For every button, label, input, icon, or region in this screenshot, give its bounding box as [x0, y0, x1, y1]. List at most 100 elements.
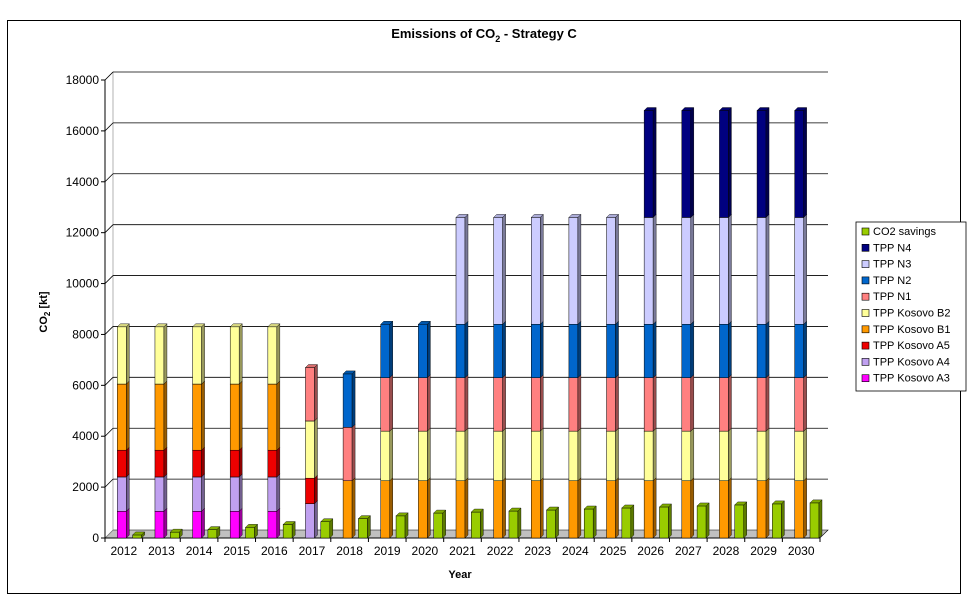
bar-tpp-kosovo-b2-front — [794, 430, 804, 481]
bar-tpp-kosovo-b1-side — [201, 380, 205, 451]
bar-co2-savings — [508, 507, 522, 539]
bar-tpp-kosovo-a4-side — [126, 473, 130, 512]
bar-tpp-kosovo-b2-side — [728, 427, 732, 482]
bar-tpp-n4 — [643, 107, 657, 218]
bar-tpp-kosovo-a5 — [229, 446, 243, 478]
bar-co2-savings — [546, 506, 560, 539]
y-tick-label: 2000 — [72, 480, 99, 494]
bar-tpp-n3 — [756, 213, 770, 325]
bar-tpp-n2 — [756, 320, 770, 379]
bar-co2-savings-front — [583, 508, 594, 539]
bar-tpp-n2-front — [681, 324, 692, 378]
bar-tpp-n3 — [606, 213, 620, 325]
bar-tpp-n1-front — [380, 377, 390, 432]
bar-tpp-n1 — [756, 374, 770, 432]
bar-tpp-n1 — [681, 374, 695, 432]
bar-tpp-n3-front — [606, 217, 616, 325]
bar-co2-savings — [357, 515, 371, 539]
bar-co2-savings-front — [772, 503, 782, 539]
bar-tpp-kosovo-b1 — [116, 380, 130, 451]
bar-tpp-kosovo-b2-side — [314, 417, 318, 479]
bar-tpp-kosovo-b2-side — [690, 427, 694, 482]
bar-tpp-kosovo-b2-front — [305, 420, 315, 479]
bar-tpp-kosovo-b1 — [606, 477, 620, 539]
bar-tpp-kosovo-a3-side — [163, 507, 168, 539]
bar-tpp-kosovo-b2 — [455, 427, 469, 482]
bar-co2-savings — [395, 512, 409, 539]
bar-tpp-kosovo-a3 — [154, 507, 168, 539]
bar-tpp-n2-front — [342, 373, 353, 428]
bar-tpp-kosovo-b2-front — [568, 430, 579, 481]
bar-co2-savings-side — [404, 512, 409, 539]
bar-tpp-n2-front — [719, 324, 729, 378]
bar-tpp-n1-side — [314, 364, 318, 422]
bar-tpp-kosovo-b1 — [342, 477, 356, 539]
x-tick-label: 2012 — [110, 544, 137, 558]
bar-tpp-kosovo-b1-side — [276, 380, 281, 451]
legend-swatch — [861, 358, 870, 366]
bar-tpp-kosovo-b2-side — [615, 427, 619, 482]
gridline — [104, 71, 114, 81]
x-tick-label: 2024 — [562, 544, 589, 558]
bar-tpp-n3-front — [756, 217, 767, 325]
bar-tpp-kosovo-a5-side — [276, 446, 281, 478]
bar-co2-savings — [583, 505, 597, 539]
bar-tpp-kosovo-b1-side — [427, 477, 431, 539]
bar-tpp-n2 — [681, 320, 695, 379]
bar-tpp-n2-front — [568, 324, 579, 378]
bar-tpp-kosovo-b2 — [192, 323, 206, 385]
bar-tpp-n1 — [568, 374, 582, 432]
x-tick-label: 2018 — [336, 544, 363, 558]
bar-tpp-n4-side — [728, 107, 732, 218]
bar-tpp-n4-front — [681, 110, 692, 218]
bar-tpp-kosovo-a3 — [267, 507, 281, 539]
bar-tpp-n1 — [643, 374, 657, 432]
bar-tpp-kosovo-b1-side — [464, 477, 469, 539]
bar-tpp-kosovo-b1-front — [719, 480, 729, 539]
bar-co2-savings — [658, 503, 672, 539]
bar-co2-savings-side — [781, 500, 785, 539]
bar-tpp-kosovo-b1-front — [531, 480, 541, 539]
bar-co2-savings-front — [546, 509, 556, 539]
bar-tpp-kosovo-a4 — [229, 473, 243, 512]
bar-tpp-kosovo-b2-front — [380, 430, 390, 481]
bar-co2-savings-side — [705, 502, 710, 539]
y-tick-label: 4000 — [72, 429, 99, 443]
bar-co2-savings-side — [442, 509, 446, 539]
bar-co2-savings-front — [471, 511, 481, 539]
bar-tpp-kosovo-b1 — [192, 380, 206, 451]
y-tick-label: 8000 — [72, 327, 99, 341]
bar-tpp-n2-side — [803, 320, 807, 379]
bar-tpp-n1-side — [351, 423, 356, 482]
bar-co2-savings — [433, 509, 447, 539]
bar-co2-savings — [470, 508, 484, 539]
x-tick-label: 2028 — [713, 544, 740, 558]
bar-tpp-kosovo-b1-front — [267, 383, 278, 451]
bar-tpp-kosovo-a4-side — [201, 473, 205, 512]
bar-tpp-kosovo-b2-front — [154, 326, 165, 385]
bar-tpp-n2 — [417, 320, 431, 379]
bar-tpp-n2-top — [380, 321, 394, 325]
legend-label: TPP N4 — [873, 242, 911, 254]
bar-tpp-kosovo-b2-side — [652, 427, 657, 482]
bar-co2-savings-side — [329, 518, 333, 539]
bar-tpp-kosovo-b1-front — [342, 480, 353, 539]
bar-co2-savings — [132, 531, 146, 539]
bar-tpp-n4-front — [643, 110, 654, 218]
bar-tpp-kosovo-b1-front — [606, 480, 616, 539]
bar-tpp-kosovo-b2-front — [756, 430, 767, 481]
bar-tpp-n4-top — [718, 107, 732, 111]
bar-tpp-kosovo-b2-side — [239, 323, 243, 385]
bar-co2-savings-front — [659, 506, 669, 539]
x-tick-label: 2022 — [487, 544, 514, 558]
bar-tpp-n3 — [794, 213, 808, 325]
bar-tpp-kosovo-a5 — [192, 446, 206, 478]
bar-tpp-n3 — [530, 213, 544, 325]
bar-tpp-n4-front — [719, 110, 729, 218]
gridline — [104, 122, 114, 132]
bar-tpp-kosovo-a3-front — [117, 511, 127, 539]
bar-tpp-n4-side — [803, 107, 807, 218]
bar-co2-savings-top — [320, 518, 334, 522]
bar-tpp-n2-side — [615, 320, 619, 379]
bar-tpp-n2-front — [455, 324, 466, 378]
